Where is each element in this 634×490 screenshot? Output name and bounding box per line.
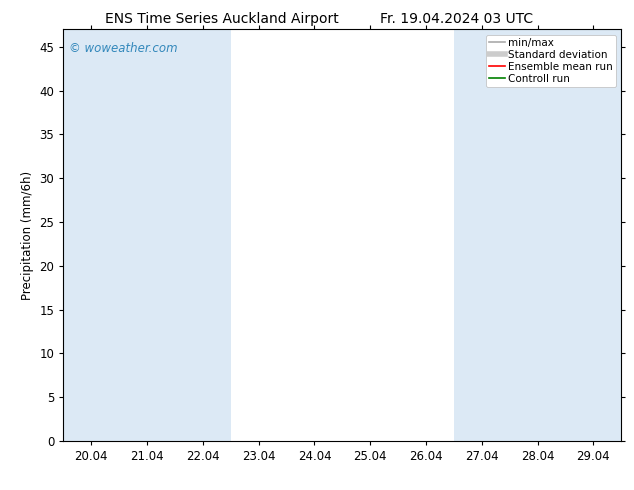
Text: © woweather.com: © woweather.com bbox=[69, 42, 178, 55]
Bar bbox=[63, 29, 119, 441]
Legend: min/max, Standard deviation, Ensemble mean run, Controll run: min/max, Standard deviation, Ensemble me… bbox=[486, 35, 616, 87]
Bar bbox=[454, 29, 510, 441]
Bar bbox=[175, 29, 231, 441]
Bar bbox=[566, 29, 621, 441]
Bar bbox=[119, 29, 175, 441]
Y-axis label: Precipitation (mm/6h): Precipitation (mm/6h) bbox=[21, 171, 34, 300]
Text: Fr. 19.04.2024 03 UTC: Fr. 19.04.2024 03 UTC bbox=[380, 12, 533, 26]
Bar bbox=[510, 29, 566, 441]
Text: ENS Time Series Auckland Airport: ENS Time Series Auckland Airport bbox=[105, 12, 339, 26]
